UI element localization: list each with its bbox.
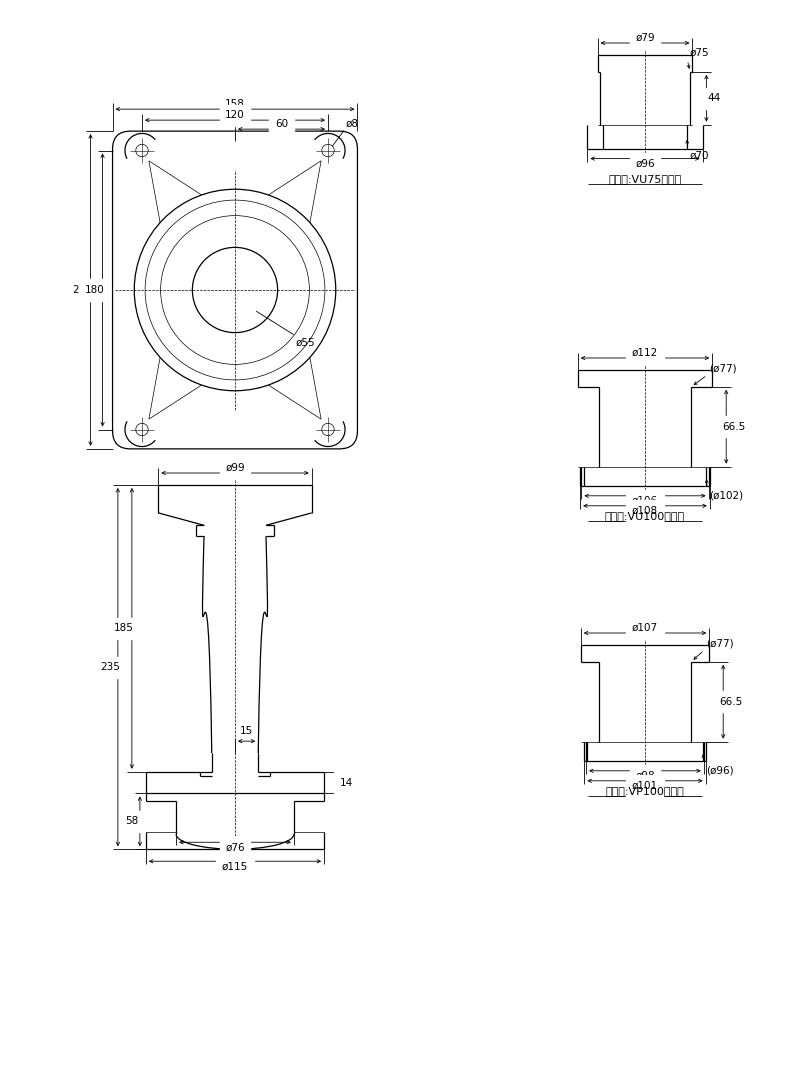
Text: ø107: ø107 (632, 623, 658, 633)
Text: 180: 180 (85, 285, 104, 295)
Text: 235: 235 (100, 662, 120, 672)
Text: ø108: ø108 (632, 506, 658, 515)
Text: 185: 185 (114, 623, 134, 634)
Text: ø96: ø96 (635, 159, 655, 168)
Text: 44: 44 (708, 94, 721, 103)
Text: ø76: ø76 (225, 842, 245, 852)
Text: ø70: ø70 (690, 150, 709, 161)
Text: 60: 60 (275, 119, 288, 129)
Text: ø75: ø75 (690, 48, 709, 58)
Text: ø79: ø79 (635, 33, 655, 43)
Text: 120: 120 (225, 110, 245, 120)
Text: 66.5: 66.5 (723, 422, 746, 431)
Text: (ø77): (ø77) (709, 363, 737, 373)
Text: 排水管:VU100／場合: 排水管:VU100／場合 (605, 511, 685, 521)
Text: ø115: ø115 (222, 862, 248, 871)
Text: ø112: ø112 (632, 348, 658, 358)
Text: 158: 158 (225, 99, 245, 109)
Text: 58: 58 (126, 817, 138, 826)
Text: (ø96): (ø96) (706, 765, 734, 775)
Text: ø106: ø106 (632, 496, 658, 506)
Text: 205: 205 (73, 285, 92, 295)
Text: ø55: ø55 (295, 338, 315, 347)
Text: 15: 15 (240, 726, 254, 736)
Text: (ø102): (ø102) (709, 490, 743, 501)
Text: ø101: ø101 (632, 781, 658, 791)
Text: 排水管:VP100／場合: 排水管:VP100／場合 (606, 786, 684, 796)
Text: 排水管:VU75／場合: 排水管:VU75／場合 (608, 174, 682, 183)
Text: (ø77): (ø77) (706, 638, 734, 648)
Text: 66.5: 66.5 (720, 697, 743, 707)
Text: ø99: ø99 (225, 463, 245, 473)
Text: 14: 14 (340, 777, 353, 788)
Text: ø98: ø98 (635, 771, 655, 781)
Text: ø8: ø8 (346, 118, 359, 129)
